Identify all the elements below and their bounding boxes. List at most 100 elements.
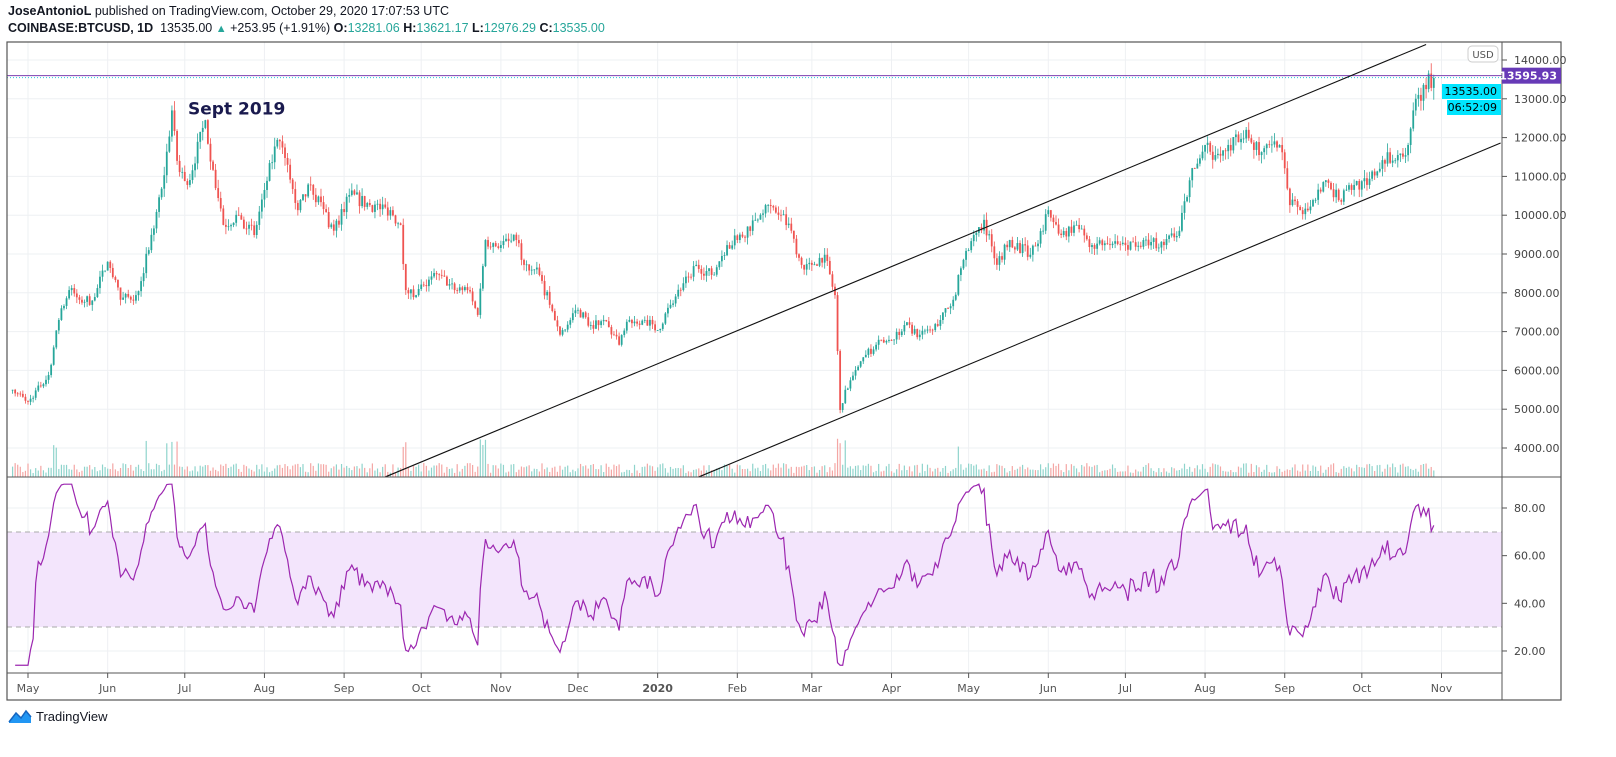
candle-body	[1224, 150, 1227, 152]
last-price: 13535.00	[160, 21, 213, 35]
candle-body	[569, 320, 572, 325]
volume-bar	[1350, 468, 1353, 477]
volume-bar	[525, 466, 528, 477]
candle-body	[1106, 243, 1109, 245]
candle-body	[132, 299, 135, 301]
volume-bar	[233, 464, 235, 477]
candle-body	[559, 326, 561, 335]
volume-bar	[1307, 464, 1309, 477]
volume-bar	[343, 467, 345, 477]
volume-bar	[83, 466, 86, 477]
candle-body	[81, 299, 83, 303]
candle	[412, 285, 415, 300]
candle-body	[281, 141, 284, 148]
candle-body	[970, 241, 973, 251]
volume-bar	[1412, 470, 1414, 477]
candle-body	[412, 289, 415, 298]
candle	[88, 293, 91, 306]
candle-body	[1160, 241, 1163, 248]
candle-body	[286, 157, 289, 165]
candle	[129, 295, 132, 304]
volume-bar	[310, 463, 312, 477]
candle	[1224, 148, 1227, 160]
candle-body	[1245, 129, 1248, 139]
volume-bar	[281, 467, 284, 477]
volume-bar	[1312, 465, 1314, 477]
volume-bar	[564, 466, 566, 477]
candle	[422, 281, 425, 287]
candle-body	[641, 320, 644, 325]
candle-body	[602, 319, 605, 322]
volume-bar	[585, 465, 587, 477]
volume-bar	[914, 465, 916, 477]
volume-bar	[348, 467, 350, 477]
candle	[70, 285, 73, 296]
candle-body	[772, 206, 775, 208]
candles	[11, 63, 1435, 414]
candle-body	[872, 349, 875, 354]
volume-bar	[510, 464, 512, 477]
volume-bar	[888, 463, 890, 477]
volume-bar	[993, 471, 995, 477]
candle-body	[1029, 254, 1032, 257]
candle	[954, 292, 957, 302]
candle	[1078, 218, 1081, 233]
candle-body	[574, 310, 577, 314]
volume-bar	[729, 464, 731, 477]
candle	[1031, 244, 1034, 262]
candle-body	[613, 334, 615, 336]
candle-body	[520, 243, 523, 260]
candle-body	[194, 163, 196, 171]
candle	[219, 191, 222, 212]
candle-body	[589, 325, 592, 326]
author-name[interactable]: JoseAntonioL	[8, 4, 92, 18]
candle-body	[566, 324, 569, 330]
candle-body	[908, 322, 911, 325]
volume-bar	[1119, 471, 1121, 477]
candle	[1232, 137, 1235, 154]
volume-bar	[798, 467, 800, 477]
candle-body	[1425, 84, 1427, 90]
annotation-sept-2019[interactable]: Sept 2019	[188, 99, 285, 119]
candle-body	[677, 289, 680, 297]
candle	[194, 156, 196, 178]
volume-bar	[27, 463, 29, 477]
candle	[340, 203, 343, 231]
candle-body	[50, 364, 53, 376]
volume-bar	[636, 470, 638, 477]
candle-body	[494, 243, 497, 247]
candle	[1101, 238, 1104, 251]
candle	[1183, 193, 1186, 220]
candle	[24, 393, 27, 404]
candle-body	[237, 214, 240, 216]
candle	[68, 286, 71, 300]
candle-body	[160, 188, 163, 198]
candle	[710, 265, 713, 280]
price-axis[interactable]: 4000.005000.006000.007000.008000.009000.…	[1502, 54, 1567, 455]
candle-body	[1168, 235, 1170, 240]
volume-bar	[394, 472, 397, 477]
candle	[469, 286, 471, 294]
candle-body	[1091, 245, 1093, 247]
volume-bar	[1430, 466, 1432, 477]
candle	[237, 207, 240, 216]
volume-bar	[374, 470, 376, 477]
time-axis[interactable]: May Jun Jul Aug Sep Oct Nov Dec 2020 Feb Mar Apr May…	[17, 673, 1453, 695]
candle	[1404, 147, 1407, 163]
candle-body	[430, 276, 433, 280]
candle-body	[312, 184, 315, 195]
candle-body	[721, 255, 723, 262]
volume-bar	[659, 464, 661, 477]
candle-body	[1286, 168, 1289, 189]
candle	[587, 312, 590, 328]
candle-body	[371, 205, 374, 212]
candle	[183, 165, 186, 182]
candle-body	[171, 110, 173, 137]
volume-bar	[610, 469, 612, 477]
volume-bar	[711, 470, 713, 477]
tradingview-logo[interactable]: TradingView	[8, 708, 108, 724]
volume-bar	[615, 466, 618, 477]
candle	[1055, 215, 1057, 226]
